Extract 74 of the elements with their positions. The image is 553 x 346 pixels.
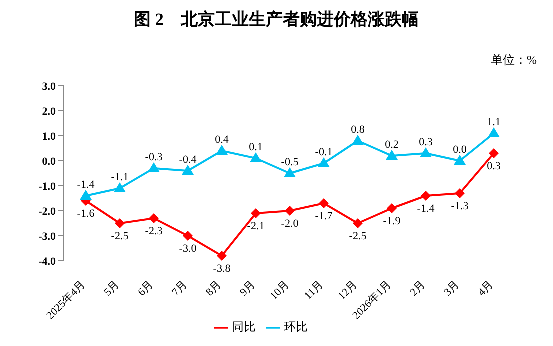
point <box>488 128 500 138</box>
x-tick-label: 9月 <box>238 278 258 299</box>
data-label: -1.9 <box>383 216 402 228</box>
point <box>387 204 397 214</box>
point <box>454 155 466 165</box>
data-label: 0.3 <box>419 136 434 148</box>
data-label: -1.6 <box>77 208 96 220</box>
data-label: 0.3 <box>487 160 502 172</box>
x-tick-label: 8月 <box>204 278 224 299</box>
y-tick-label: -4.0 <box>38 256 56 268</box>
data-label: 0.4 <box>215 134 230 146</box>
x-tick-label: 12月 <box>336 278 360 303</box>
y-tick-label: 0.0 <box>42 156 56 168</box>
data-label: -1.3 <box>451 200 470 212</box>
data-label: -2.5 <box>349 230 368 242</box>
point <box>318 158 330 168</box>
data-label: -3.0 <box>179 243 198 255</box>
y-tick-label: -3.0 <box>38 230 56 243</box>
y-tick-label: -2.0 <box>38 206 56 218</box>
data-label: 0.2 <box>385 139 399 151</box>
legend-label: 同比 <box>232 320 256 334</box>
point <box>319 198 329 208</box>
point <box>353 218 363 228</box>
chart-title: 图 2 北京工业生产者购进价格涨跌幅 <box>133 9 420 31</box>
data-label: -2.0 <box>281 218 300 230</box>
x-tick-label: 4月 <box>476 278 496 299</box>
x-tick-label: 11月 <box>302 278 326 302</box>
x-tick-label: 5月 <box>102 278 122 299</box>
data-label: 1.1 <box>487 116 501 128</box>
point <box>182 165 194 175</box>
x-tick-label: 3月 <box>442 278 462 299</box>
point <box>489 148 499 158</box>
point <box>217 251 227 261</box>
point <box>149 214 159 224</box>
data-label: -0.3 <box>145 152 164 164</box>
point <box>183 231 193 241</box>
x-tick-label: 7月 <box>170 278 190 299</box>
y-tick-label: 2.0 <box>42 106 56 118</box>
point <box>250 152 262 162</box>
point <box>420 148 432 158</box>
data-label: 0.1 <box>249 142 263 154</box>
data-label: -1.4 <box>77 179 96 191</box>
point <box>386 150 398 160</box>
point <box>284 168 296 178</box>
text: 单位：% <box>491 52 537 69</box>
point <box>148 162 160 172</box>
point <box>421 191 431 201</box>
y-tick-label: 3.0 <box>42 80 56 93</box>
data-label: -2.5 <box>111 230 130 242</box>
y-tick-label: -1.0 <box>38 180 56 193</box>
data-label: -3.8 <box>213 263 232 275</box>
data-label: -1.1 <box>111 172 129 184</box>
data-label: -0.1 <box>315 146 333 158</box>
point <box>115 218 125 228</box>
point <box>251 208 261 218</box>
data-label: -0.5 <box>281 156 300 168</box>
x-tick-label: 6月 <box>136 278 156 299</box>
data-label: 0.0 <box>453 144 468 156</box>
point <box>80 190 92 200</box>
y-tick-label: 1.0 <box>42 130 56 143</box>
point <box>114 182 126 192</box>
data-label: -1.4 <box>417 203 436 215</box>
point <box>352 135 364 145</box>
point <box>455 188 465 198</box>
data-label: -2.1 <box>247 220 265 232</box>
data-label: -1.7 <box>315 210 334 222</box>
point <box>285 206 295 216</box>
x-tick-label: 2月 <box>408 278 428 299</box>
data-label: 0.8 <box>351 124 366 136</box>
x-tick-label: 10月 <box>268 278 292 303</box>
data-label: -2.3 <box>145 226 164 238</box>
data-label: -0.4 <box>179 154 198 166</box>
point <box>216 145 228 155</box>
legend-label: 环比 <box>284 320 308 334</box>
